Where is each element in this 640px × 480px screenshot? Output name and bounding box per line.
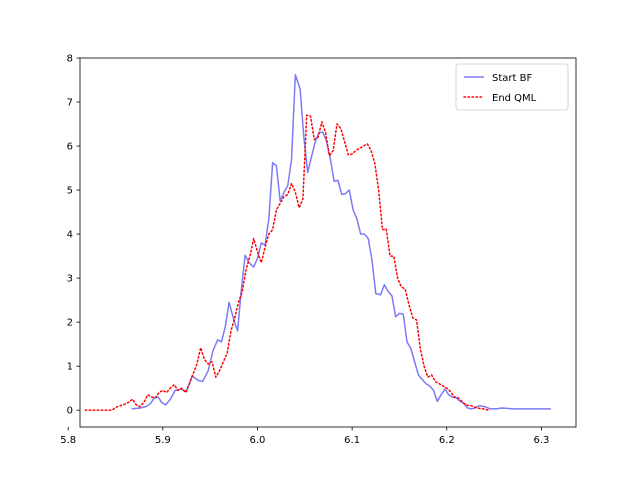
y-axis: 0 1 2 3 4 5 6 7 8 [67, 54, 80, 417]
axes-frame [79, 57, 577, 428]
series-layer [84, 73, 551, 411]
x-tick-label: 6.1 [344, 435, 360, 446]
series-line-end-qml [84, 114, 490, 411]
axes-spines [79, 57, 577, 428]
y-tick-label: 3 [67, 274, 73, 285]
y-tick-label: 0 [67, 406, 73, 417]
y-tick-label: 7 [67, 98, 73, 109]
x-tick-label: 6.0 [250, 435, 266, 446]
x-tick-label: 6.3 [533, 435, 549, 446]
x-axis: 5.8 5.9 6.0 6.1 6.2 6.3 [60, 427, 549, 446]
y-tick-label: 2 [67, 318, 73, 329]
legend-box [455, 63, 569, 111]
y-tick-label: 5 [67, 186, 73, 197]
y-tick-label: 1 [67, 362, 73, 373]
y-tick-label: 6 [67, 142, 73, 153]
legend-label-end-qml: End QML [492, 93, 537, 104]
x-tick-label: 5.9 [155, 435, 171, 446]
y-tick-label: 8 [67, 54, 73, 65]
plot-area [80, 58, 576, 427]
x-tick-label: 6.2 [439, 435, 455, 446]
legend-label-start-bf: Start BF [492, 73, 532, 84]
y-tick-label: 4 [67, 230, 73, 241]
legend: Start BF End QML [455, 63, 569, 111]
x-tick-label: 5.8 [60, 435, 76, 446]
plot-background [80, 58, 576, 427]
